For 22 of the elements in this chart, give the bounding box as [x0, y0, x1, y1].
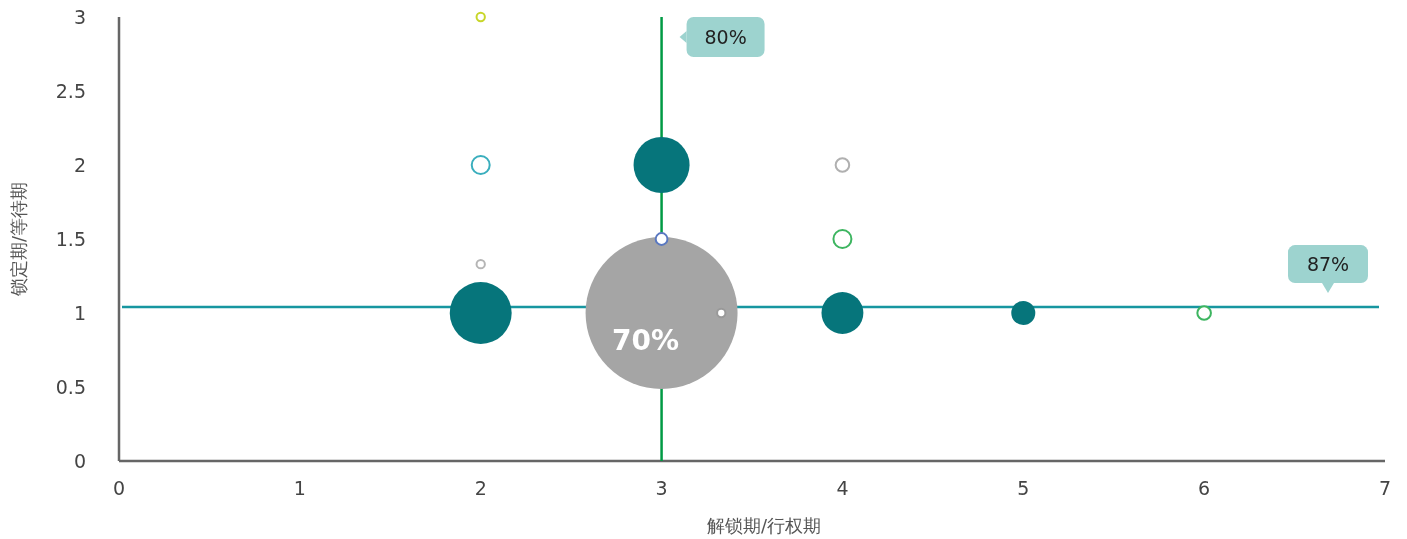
x-tick-label: 3 — [655, 477, 668, 499]
x-tick-label: 5 — [1017, 477, 1030, 499]
x-tick-label: 1 — [293, 477, 306, 499]
annotation: 70% — [612, 324, 680, 357]
y-tick-label: 3 — [73, 6, 86, 28]
annotation: 80% — [704, 26, 747, 48]
x-tick-label: 4 — [836, 477, 849, 499]
y-tick-label: 0.5 — [55, 376, 86, 398]
y-tick-label: 2.5 — [55, 80, 86, 102]
y-tick-label: 1.5 — [55, 228, 86, 250]
y-axis-title: 锁定期/等待期 — [8, 181, 29, 298]
callout: 80% — [679, 17, 765, 57]
x-axis-title: 解锁期/行权期 — [706, 515, 822, 536]
x-tick-label: 7 — [1378, 477, 1392, 499]
x-tick-label: 6 — [1198, 477, 1211, 499]
y-tick-label: 2 — [73, 154, 86, 176]
y-tick-label: 1 — [73, 302, 86, 324]
annotation: 87% — [1306, 253, 1350, 276]
x-tick-label: 2 — [474, 477, 487, 499]
y-tick-label: 0 — [73, 450, 86, 472]
x-tick-label: 0 — [112, 477, 126, 499]
callout: 87% — [1288, 245, 1368, 294]
